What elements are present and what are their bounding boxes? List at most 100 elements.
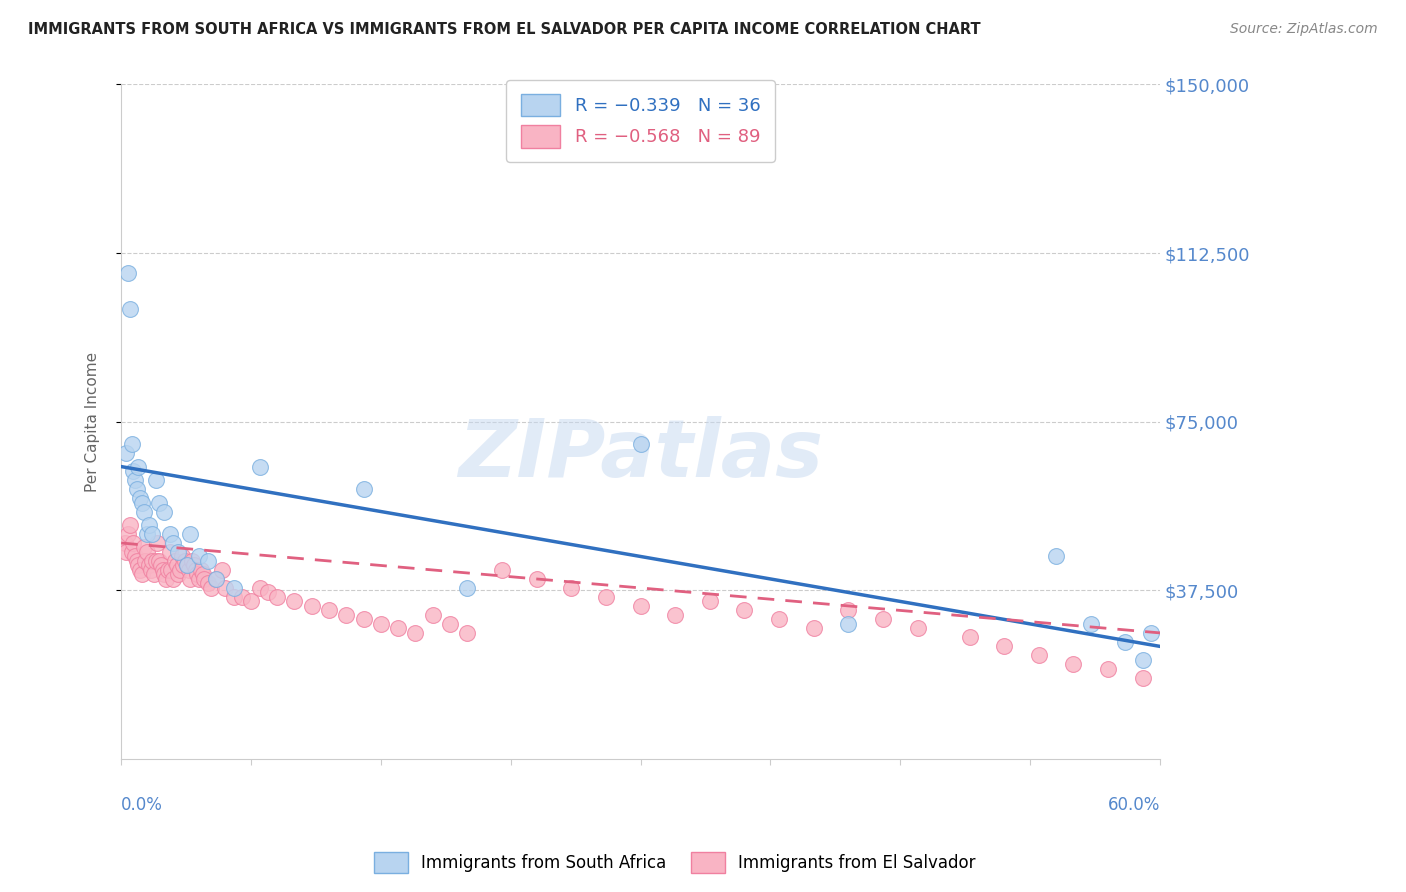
Point: [907, 621, 929, 635]
Point: [1132, 653, 1154, 667]
Point: [176, 558, 198, 573]
Point: [127, 558, 149, 573]
Point: [405, 626, 427, 640]
Point: [132, 541, 155, 555]
Point: [114, 536, 136, 550]
Point: [205, 572, 228, 586]
Point: [837, 603, 859, 617]
Point: [193, 572, 215, 586]
Point: [188, 549, 211, 564]
Point: [174, 554, 197, 568]
Point: [283, 594, 305, 608]
Point: [145, 473, 167, 487]
Point: [630, 437, 652, 451]
Point: [1028, 648, 1050, 663]
Point: [177, 563, 200, 577]
Point: [205, 572, 228, 586]
Point: [439, 616, 461, 631]
Point: [200, 581, 222, 595]
Point: [117, 266, 139, 280]
Point: [132, 504, 155, 518]
Point: [1080, 616, 1102, 631]
Point: [266, 590, 288, 604]
Point: [148, 495, 170, 509]
Point: [127, 459, 149, 474]
Text: IMMIGRANTS FROM SOUTH AFRICA VS IMMIGRANTS FROM EL SALVADOR PER CAPITA INCOME CO: IMMIGRANTS FROM SOUTH AFRICA VS IMMIGRAN…: [28, 22, 981, 37]
Point: [191, 567, 214, 582]
Point: [131, 567, 153, 582]
Point: [249, 459, 271, 474]
Point: [121, 545, 143, 559]
Point: [162, 572, 184, 586]
Point: [125, 482, 148, 496]
Point: [138, 558, 160, 573]
Point: [159, 545, 181, 559]
Point: [768, 612, 790, 626]
Text: 0.0%: 0.0%: [121, 796, 163, 814]
Point: [121, 437, 143, 451]
Point: [257, 585, 280, 599]
Point: [131, 495, 153, 509]
Point: [125, 554, 148, 568]
Point: [118, 518, 141, 533]
Point: [139, 563, 162, 577]
Point: [183, 558, 205, 573]
Point: [170, 549, 193, 564]
Point: [197, 554, 219, 568]
Point: [146, 536, 169, 550]
Point: [186, 567, 208, 582]
Point: [560, 581, 582, 595]
Point: [122, 536, 145, 550]
Text: Source: ZipAtlas.com: Source: ZipAtlas.com: [1230, 22, 1378, 37]
Point: [231, 590, 253, 604]
Point: [172, 558, 194, 573]
Point: [1132, 671, 1154, 685]
Point: [148, 554, 170, 568]
Point: [353, 612, 375, 626]
Point: [141, 554, 163, 568]
Point: [145, 554, 167, 568]
Point: [526, 572, 548, 586]
Point: [124, 473, 146, 487]
Point: [301, 599, 323, 613]
Point: [159, 527, 181, 541]
Point: [188, 572, 211, 586]
Point: [491, 563, 513, 577]
Point: [872, 612, 894, 626]
Point: [153, 567, 176, 582]
Point: [630, 599, 652, 613]
Point: [124, 549, 146, 564]
Point: [318, 603, 340, 617]
Point: [422, 607, 444, 622]
Point: [163, 554, 186, 568]
Point: [211, 563, 233, 577]
Point: [456, 581, 478, 595]
Point: [153, 504, 176, 518]
Point: [152, 563, 174, 577]
Point: [166, 558, 188, 573]
Point: [160, 563, 183, 577]
Point: [190, 563, 212, 577]
Point: [184, 563, 207, 577]
Point: [1140, 626, 1163, 640]
Point: [353, 482, 375, 496]
Point: [803, 621, 825, 635]
Point: [179, 527, 201, 541]
Point: [1045, 549, 1067, 564]
Legend: Immigrants from South Africa, Immigrants from El Salvador: Immigrants from South Africa, Immigrants…: [368, 846, 981, 880]
Point: [136, 545, 159, 559]
Point: [370, 616, 392, 631]
Point: [664, 607, 686, 622]
Point: [214, 581, 236, 595]
Point: [181, 554, 204, 568]
Point: [141, 527, 163, 541]
Point: [136, 527, 159, 541]
Point: [1114, 635, 1136, 649]
Text: 60.0%: 60.0%: [1108, 796, 1160, 814]
Point: [115, 545, 138, 559]
Y-axis label: Per Capita Income: Per Capita Income: [86, 351, 100, 491]
Point: [456, 626, 478, 640]
Point: [155, 572, 177, 586]
Point: [335, 607, 357, 622]
Point: [837, 616, 859, 631]
